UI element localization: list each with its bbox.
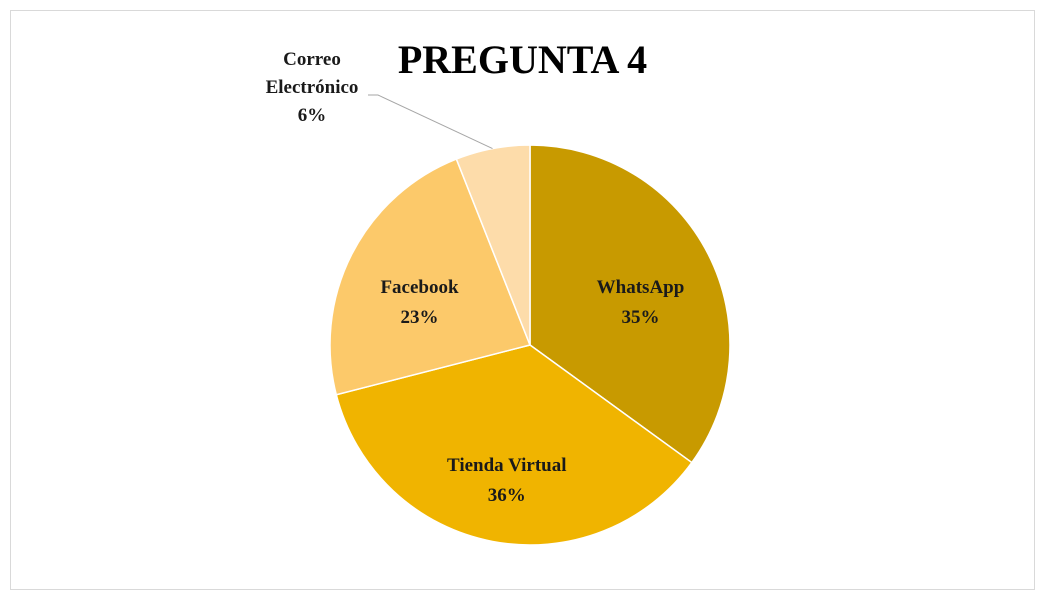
slice-label: WhatsApp 35% bbox=[597, 273, 685, 333]
value-label: 6% bbox=[297, 105, 327, 126]
category-label: Facebook bbox=[380, 276, 459, 298]
category-label: Tienda Virtual bbox=[447, 454, 567, 476]
pie-slice bbox=[329, 158, 532, 396]
category-label: WhatsApp bbox=[596, 276, 685, 298]
pie-slice bbox=[529, 144, 731, 464]
value-label: 36% bbox=[487, 484, 526, 506]
leader-line bbox=[368, 94, 493, 149]
slice-label: Correo Electrónico 6% bbox=[257, 46, 367, 130]
value-label: 23% bbox=[400, 306, 439, 328]
pie-slice bbox=[335, 344, 693, 546]
slice-label: Tienda Virtual 36% bbox=[447, 451, 566, 511]
slice-label: Facebook 23% bbox=[380, 273, 458, 333]
category-label: Correo Electrónico bbox=[265, 49, 359, 98]
chart-title: PREGUNTA 4 bbox=[397, 37, 648, 82]
chart-frame bbox=[10, 10, 1035, 590]
pie-slice bbox=[455, 144, 531, 346]
value-label: 35% bbox=[621, 306, 660, 328]
